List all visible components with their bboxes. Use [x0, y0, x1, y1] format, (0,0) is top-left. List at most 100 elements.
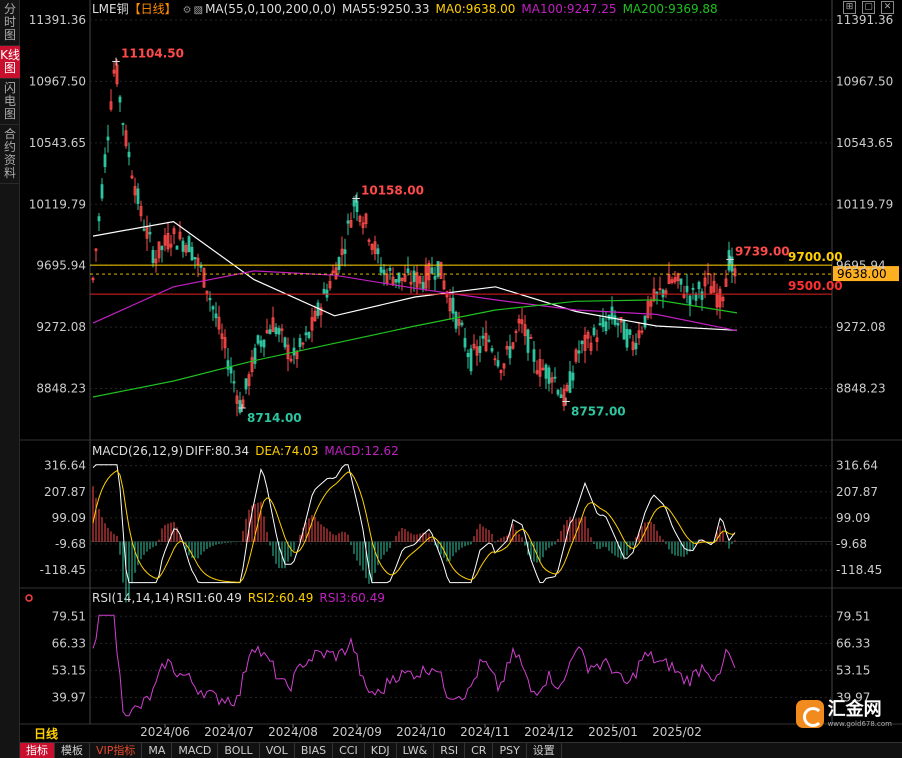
x-tick-label: 2024/07 — [204, 725, 254, 739]
macd-info-row: MACD(26,12,9) DIFF:80.34 DEA:74.03 MACD:12.… — [92, 443, 405, 459]
candle-up — [505, 345, 509, 350]
close-icon[interactable]: ✕ — [881, 1, 894, 14]
tool-boll[interactable]: BOLL — [218, 743, 260, 758]
settings-icon[interactable]: ⚙ — [182, 5, 192, 16]
candle-up — [220, 333, 224, 339]
period-label[interactable]: 日线 — [34, 727, 59, 741]
logo-icon — [795, 700, 824, 728]
expand-icon[interactable]: ⊞ — [843, 1, 856, 14]
tool-indicators[interactable]: 指标 — [20, 743, 55, 758]
candle-down — [604, 321, 608, 332]
candle-up — [538, 359, 542, 377]
candle-down — [421, 281, 425, 290]
candle-down — [571, 372, 575, 381]
x-tick-label: 2024/11 — [460, 725, 510, 739]
tool-rsi[interactable]: RSI — [434, 743, 466, 758]
candle-up — [448, 297, 452, 312]
candle-down — [259, 340, 263, 347]
candle-up — [583, 334, 587, 351]
candle-down — [592, 327, 596, 336]
last-price-value: 9638.00 — [837, 267, 887, 281]
tool-psy[interactable]: PSY — [493, 743, 527, 758]
tool-vip-indicators[interactable]: VIP指标 — [90, 743, 143, 758]
ma100-value: MA100:9247.25 — [521, 2, 617, 16]
candle-down — [481, 335, 485, 339]
high3-marker: + — [725, 252, 735, 266]
candle-up — [202, 268, 206, 288]
candle-down — [187, 236, 191, 253]
candle-up — [646, 301, 650, 318]
candle-up — [541, 367, 545, 371]
tab-flash[interactable]: 闪电图 — [0, 79, 20, 125]
candle-up — [109, 101, 113, 110]
candle-down — [601, 318, 605, 327]
logo-text: 汇金网 www.gold678.com — [827, 699, 892, 729]
high1-marker: + — [111, 55, 121, 69]
kline-y-tick-left: 10543.65 — [29, 136, 86, 150]
tool-cr[interactable]: CR — [465, 743, 494, 758]
macd-y-tick-left: -118.45 — [40, 563, 86, 577]
macd-value: MACD:12.62 — [324, 444, 399, 458]
tab-kline[interactable]: K线图 — [0, 46, 20, 79]
x-tick-label: 2024/09 — [332, 725, 382, 739]
tool-lw[interactable]: LW& — [397, 743, 435, 758]
candle-down — [322, 288, 326, 295]
candle-up — [709, 286, 713, 294]
kline-y-tick-right: 11391.36 — [836, 13, 893, 27]
tab-contract-info[interactable]: 合约资料 — [0, 125, 20, 184]
tool-vol[interactable]: VOL — [260, 743, 295, 758]
candle-up — [310, 317, 314, 331]
candle-down — [142, 228, 146, 231]
candle-down — [625, 328, 629, 348]
tool-settings[interactable]: 设置 — [527, 743, 562, 758]
tool-cci[interactable]: CCI — [333, 743, 365, 758]
candle-up — [235, 395, 239, 404]
candle-down — [298, 338, 302, 348]
horizontal-lines — [90, 264, 832, 295]
chart-canvas[interactable]: +11104.50+8714.00+10158.00+8757.00+9739.… — [0, 0, 902, 742]
logo-name: 汇金网 — [827, 699, 882, 720]
candle-down — [454, 311, 458, 329]
candle-up — [733, 268, 737, 277]
candle-down — [211, 306, 215, 310]
candle-down — [337, 257, 341, 270]
tool-bias[interactable]: BIAS — [295, 743, 334, 758]
period-tag[interactable]: 【日线】 — [128, 2, 177, 16]
tool-ma[interactable]: MA — [142, 743, 173, 758]
candle-down — [379, 266, 383, 273]
candle-down — [466, 353, 470, 358]
macd-y-tick-right: 316.64 — [836, 459, 878, 473]
rsi-y-tick-right: 39.97 — [836, 690, 870, 704]
candle-up — [241, 399, 245, 408]
candle-down — [577, 350, 581, 354]
tool-templates[interactable]: 模板 — [55, 743, 90, 758]
candle-down — [556, 389, 560, 395]
candle-down — [463, 337, 467, 348]
candle-up — [328, 281, 332, 289]
chart-type-icon[interactable]: ▧ — [193, 5, 204, 16]
tool-macd[interactable]: MACD — [172, 743, 219, 758]
side-nav: 分时图 K线图 闪电图 合约资料 — [0, 0, 20, 758]
ma-line-ma55 — [92, 220, 738, 331]
restore-icon[interactable]: ▢ — [862, 1, 875, 14]
rsi1-value: RSI1:60.49 — [176, 591, 242, 605]
candle-down — [634, 342, 638, 350]
tool-kdj[interactable]: KDJ — [365, 743, 397, 758]
candle-down — [688, 295, 692, 305]
candle-down — [580, 340, 584, 345]
kline-y-tick-right: 8848.23 — [836, 382, 886, 396]
candle-up — [517, 318, 521, 324]
candle-down — [478, 345, 482, 353]
candle-down — [694, 294, 698, 301]
x-tick-label: 2024/10 — [396, 725, 446, 739]
macd-y-tick-left: 316.64 — [44, 459, 86, 473]
candle-up — [493, 358, 497, 361]
candle-up — [265, 330, 269, 334]
candle-down — [508, 346, 512, 359]
resistance-label: 9700.00 — [788, 250, 843, 264]
candle-down — [160, 245, 164, 251]
tab-timeshare[interactable]: 分时图 — [0, 0, 20, 46]
candle-up — [172, 228, 176, 235]
indicator-toggle-icon[interactable] — [25, 594, 33, 602]
candle-up — [250, 357, 254, 373]
